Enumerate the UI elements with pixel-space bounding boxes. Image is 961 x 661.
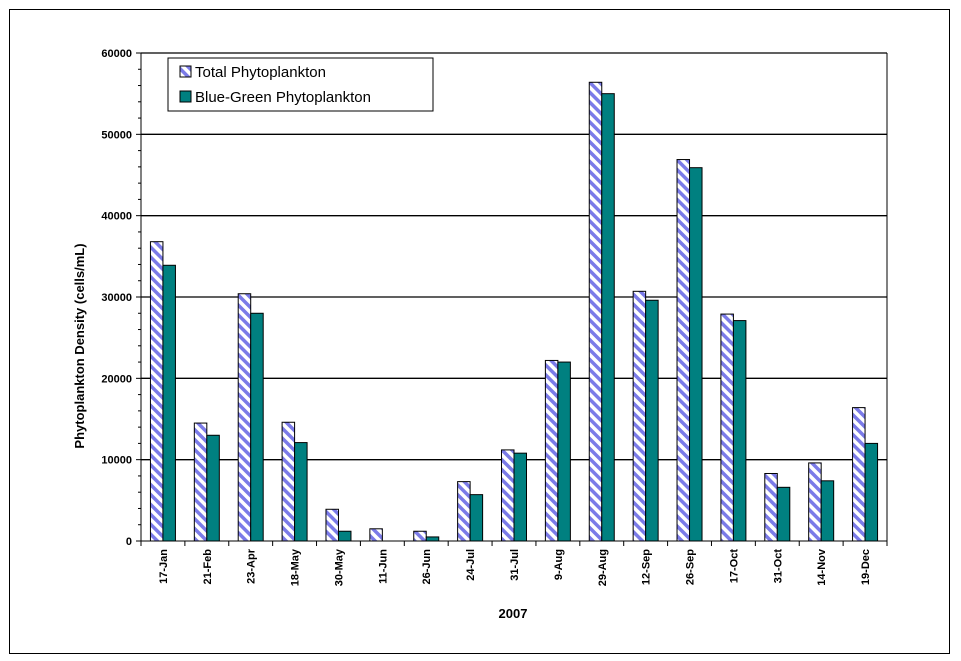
legend: Total Phytoplankton Blue-Green Phytoplan… — [167, 57, 434, 112]
bar-blue-green-phytoplankton — [776, 486, 791, 542]
x-tick-label: 11-Jun — [377, 549, 389, 584]
bar-total-phytoplankton — [413, 530, 427, 542]
bar-blue-green-phytoplankton — [469, 494, 484, 542]
x-tick-label: 29-Aug — [597, 549, 609, 586]
bar-total-phytoplankton — [852, 407, 866, 542]
x-tick-label: 26-Jun — [421, 549, 433, 585]
bar-total-phytoplankton — [676, 159, 691, 542]
x-tick-label: 21-Feb — [202, 549, 214, 585]
bar-total-phytoplankton — [281, 421, 296, 542]
bar-blue-green-phytoplankton — [337, 530, 352, 542]
bar-blue-green-phytoplankton — [250, 312, 264, 542]
bar-blue-green-phytoplankton — [294, 442, 308, 542]
y-tick-labels: 0 10000 20000 30000 40000 50000 60000 — [101, 48, 132, 548]
x-tick-label: 24-Jul — [465, 549, 477, 581]
x-axis-title: 2007 — [499, 606, 528, 621]
gridlines — [141, 52, 887, 461]
y-tick-label: 20000 — [101, 373, 132, 385]
bar-blue-green-phytoplankton — [601, 93, 615, 542]
bar-total-phytoplankton — [457, 481, 471, 542]
bar-blue-green-phytoplankton — [557, 361, 571, 542]
bar-blue-green-phytoplankton — [645, 299, 659, 542]
legend-box — [167, 57, 434, 112]
bar-blue-green-phytoplankton — [820, 480, 835, 542]
bar-blue-green-phytoplankton — [864, 442, 879, 542]
y-tick-label: 10000 — [101, 455, 132, 467]
bar-total-phytoplankton — [237, 293, 252, 542]
x-tick-label: 9-Aug — [553, 549, 565, 580]
legend-label-total: Total Phytoplankton — [195, 64, 326, 81]
y-tick-label: 40000 — [101, 211, 132, 223]
x-tick-label: 30-May — [333, 548, 345, 586]
bar-blue-green-phytoplankton — [425, 536, 440, 542]
x-tick-label: 19-Dec — [860, 549, 872, 585]
x-tick-label: 12-Sep — [641, 549, 653, 585]
y-axis-title: Phytoplankton Density (cells/mL) — [72, 243, 87, 448]
x-tick-labels: 17-Jan 21-Feb 23-Apr 18-May 30-May 11-Jun 26-J… — [158, 548, 872, 586]
bar-total-phytoplankton — [369, 528, 383, 542]
legend-swatch-bluegreen — [179, 90, 192, 103]
x-tick-label: 31-Jul — [509, 549, 521, 581]
bar-blue-green-phytoplankton — [732, 320, 747, 542]
bar-blue-green-phytoplankton — [206, 434, 220, 542]
x-tick-label: 17-Jan — [158, 549, 170, 584]
legend-label-bluegreen: Blue-Green Phytoplankton — [195, 89, 371, 106]
bars — [149, 81, 879, 542]
bar-total-phytoplankton — [501, 449, 515, 542]
legend-swatch-total — [179, 65, 192, 78]
axes — [136, 52, 888, 546]
y-tick-label: 0 — [126, 536, 132, 548]
bar-total-phytoplankton — [588, 81, 603, 542]
chart-frame — [9, 9, 950, 654]
y-tick-label: 60000 — [101, 48, 132, 60]
bar-total-phytoplankton — [325, 508, 339, 542]
bar-blue-green-phytoplankton — [162, 264, 176, 542]
bar-blue-green-phytoplankton — [513, 452, 527, 542]
x-tick-label: 18-May — [290, 548, 302, 586]
x-tick-label: 26-Sep — [685, 549, 697, 585]
bar-total-phytoplankton — [193, 422, 208, 542]
y-tick-label: 50000 — [101, 129, 132, 141]
bar-total-phytoplankton — [764, 472, 778, 542]
x-tick-label: 17-Oct — [728, 549, 740, 584]
bar-blue-green-phytoplankton — [689, 167, 703, 542]
bar-total-phytoplankton — [632, 290, 647, 542]
bar-total-phytoplankton — [808, 462, 822, 542]
x-tick-label: 23-Apr — [246, 548, 258, 584]
x-tick-label: 14-Nov — [816, 548, 828, 586]
bar-total-phytoplankton — [544, 359, 559, 542]
bar-total-phytoplankton — [720, 313, 734, 542]
x-tick-label: 31-Oct — [772, 549, 784, 584]
y-tick-label: 30000 — [101, 292, 132, 304]
bar-total-phytoplankton — [149, 241, 164, 542]
